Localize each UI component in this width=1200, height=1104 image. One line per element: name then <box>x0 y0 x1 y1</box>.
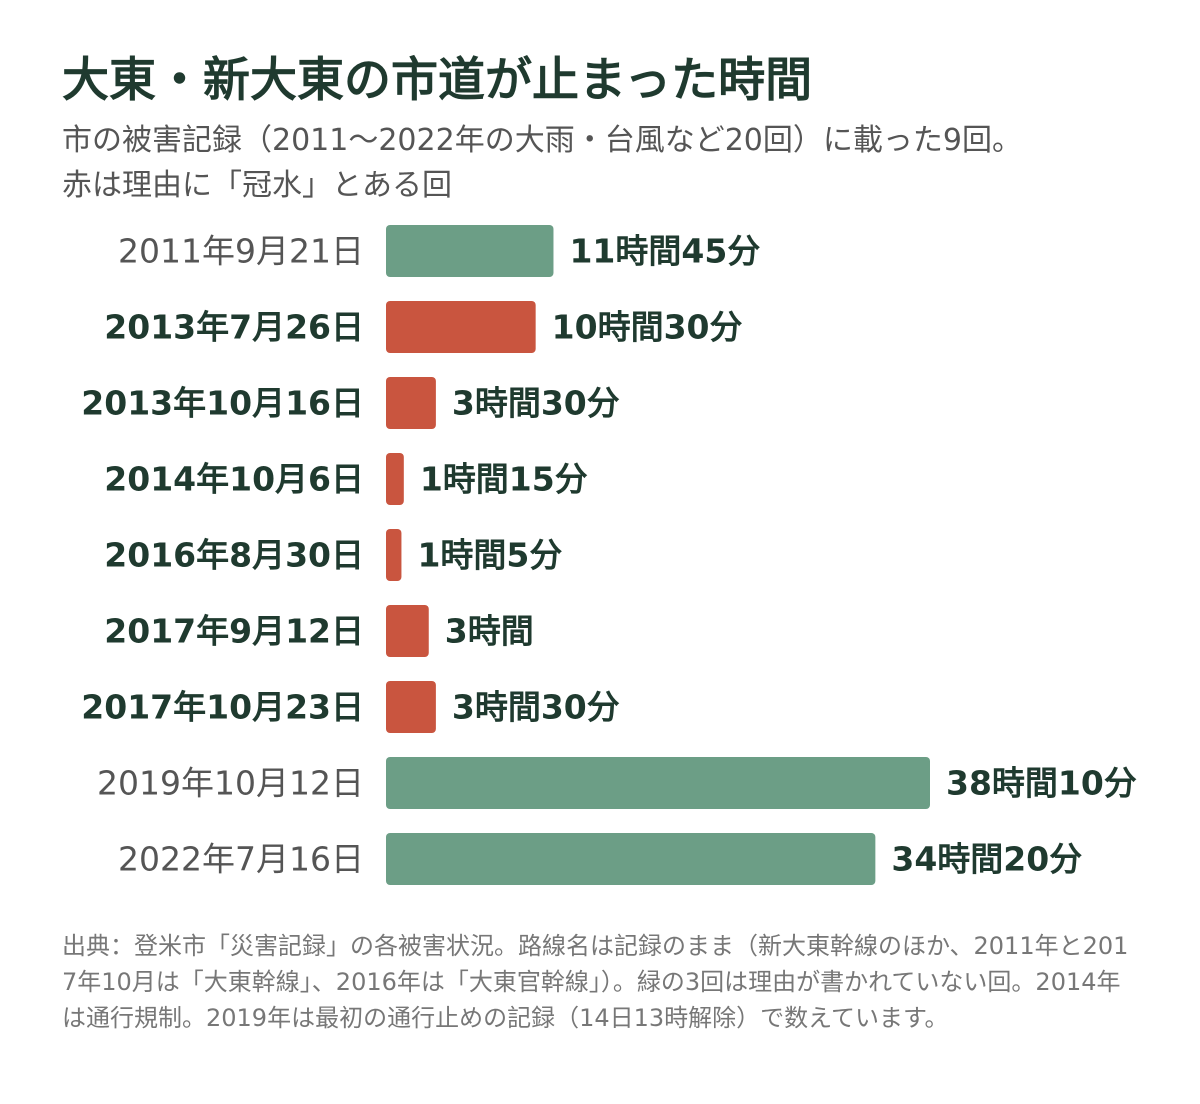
value-label: 38時間10分 <box>946 764 1137 803</box>
bar-other <box>386 225 554 277</box>
chart-title: 大東・新大東の市道が止まった時間 <box>62 53 813 108</box>
bar-other <box>386 757 930 809</box>
value-label: 11時間45分 <box>569 232 760 271</box>
subtitle-line-1: 市の被害記録（2011〜2022年の大雨・台風など20回）に載った9回。 <box>62 123 1022 158</box>
value-label: 1時間15分 <box>420 460 588 499</box>
category-label: 2017年9月12日 <box>104 612 364 651</box>
value-label: 3時間30分 <box>452 688 620 727</box>
category-label: 2019年10月12日 <box>97 764 364 803</box>
category-label: 2013年10月16日 <box>81 384 364 423</box>
value-label: 34時間20分 <box>891 840 1082 879</box>
bar-chart: 2011年9月21日 11時間45分 2013年7月26日 10時間30分 2013年1… <box>81 225 1137 885</box>
category-label: 2016年8月30日 <box>104 536 364 575</box>
category-label: 2022年7月16日 <box>118 840 364 879</box>
value-label: 1時間5分 <box>417 536 562 575</box>
bar-flooded <box>386 681 436 733</box>
bar-flooded <box>386 377 436 429</box>
value-label: 3時間 <box>445 612 534 651</box>
value-label: 10時間30分 <box>552 308 743 347</box>
chart-subtitle: 市の被害記録（2011〜2022年の大雨・台風など20回）に載った9回。 赤は理… <box>62 118 1162 208</box>
bar-flooded <box>386 453 404 505</box>
category-label: 2014年10月6日 <box>104 460 364 499</box>
bar-other <box>386 833 876 885</box>
category-label: 2013年7月26日 <box>104 308 364 347</box>
subtitle-line-2: 赤は理由に「冠水」とある回 <box>62 168 452 203</box>
category-label: 2011年9月21日 <box>118 232 364 271</box>
value-label: 3時間30分 <box>452 384 620 423</box>
bar-flooded <box>386 301 536 353</box>
category-label: 2017年10月23日 <box>81 688 364 727</box>
bar-flooded <box>386 605 429 657</box>
bar-flooded <box>386 529 402 581</box>
source-note: 出典：登米市「災害記録」の各被害状況。路線名は記録のまま（新大東幹線のほか、20… <box>62 932 1129 1032</box>
